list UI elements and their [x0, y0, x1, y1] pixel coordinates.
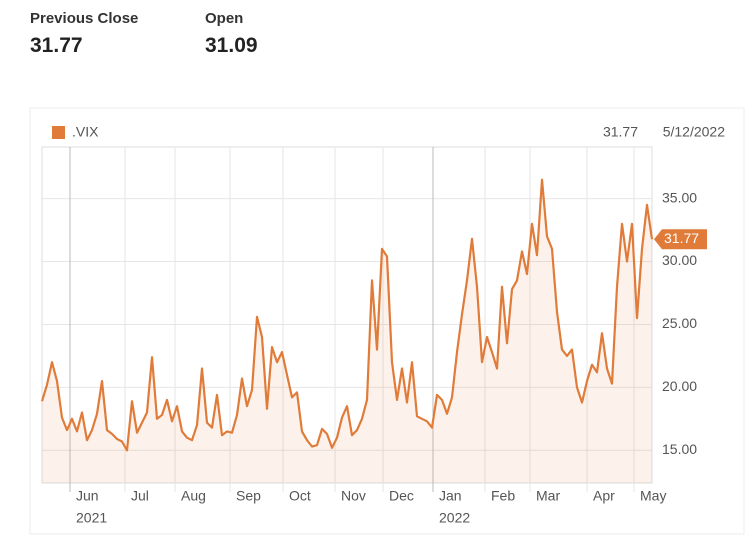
chart-frame [29, 107, 745, 535]
x-tick-label: Aug [181, 488, 206, 504]
x-tick-label: Jun [76, 488, 99, 504]
y-tick-label: 25.00 [662, 315, 697, 331]
x-tick-label: Nov [341, 488, 366, 504]
x-tick-sublabel: 2022 [439, 510, 470, 526]
x-tick-label: Dec [389, 488, 414, 504]
area [42, 179, 652, 483]
line [40, 178, 654, 452]
x-tick-label: Feb [491, 488, 515, 504]
stat-value: 31.77 [30, 34, 83, 57]
value-flag-label: 31.77 [664, 230, 699, 246]
x-tick-label: Mar [536, 488, 560, 504]
x-tick-label: Jul [131, 488, 149, 504]
x-tick-label: May [640, 488, 666, 504]
stat-value: 31.09 [205, 34, 258, 57]
y-tick-label: 30.00 [662, 252, 697, 268]
plot-frame [41, 146, 653, 484]
x-tick-label: Apr [593, 488, 615, 504]
value-flag [654, 229, 707, 250]
y-tick-label: 20.00 [662, 378, 697, 394]
y-tick-label: 35.00 [662, 189, 697, 205]
last-value: 31.77 [603, 124, 638, 140]
stat-label: Open [205, 10, 244, 27]
x-tick-label: Jan [439, 488, 462, 504]
x-tick-sublabel: 2021 [76, 510, 107, 526]
y-tick-label: 15.00 [662, 441, 697, 457]
last-date: 5/12/2022 [663, 124, 725, 140]
legend-label: .VIX [72, 124, 99, 140]
x-tick-label: Oct [289, 488, 311, 504]
x-tick-label: Sep [236, 488, 261, 504]
stat-label: Previous Close [30, 10, 139, 27]
legend-swatch [52, 126, 65, 139]
